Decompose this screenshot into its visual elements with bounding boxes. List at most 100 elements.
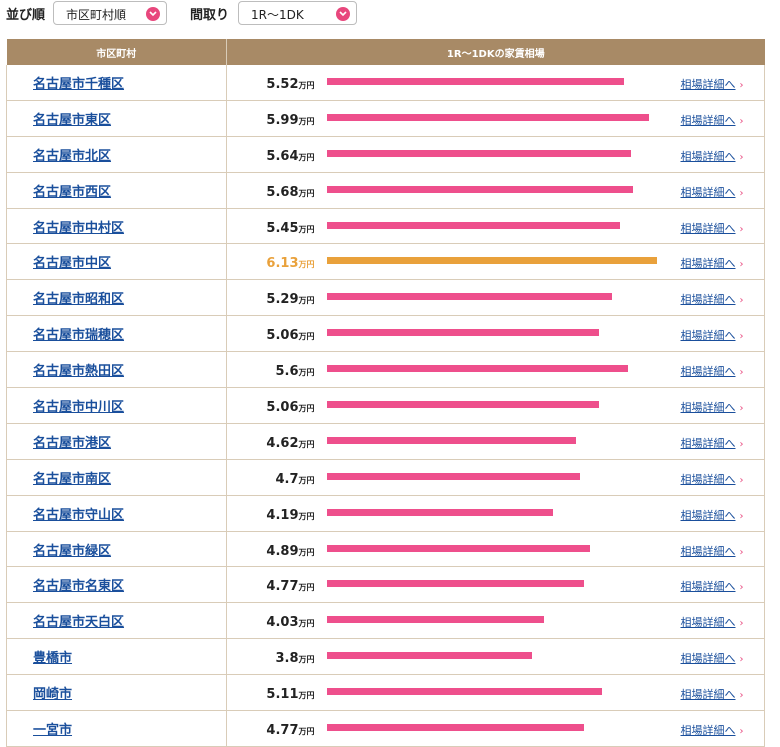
rent-bar-cell bbox=[326, 65, 669, 101]
detail-link[interactable]: 相場詳細へ bbox=[680, 77, 736, 91]
city-link[interactable]: 名古屋市瑞穂区 bbox=[33, 328, 125, 344]
chevron-right-icon: › bbox=[739, 295, 744, 307]
rent-unit: 万円 bbox=[298, 260, 315, 270]
city-link[interactable]: 名古屋市緑区 bbox=[33, 543, 112, 559]
rent-bar-cell bbox=[326, 243, 669, 281]
detail-cell: 相場詳細へ › bbox=[668, 495, 766, 532]
rent-bar-cell bbox=[326, 279, 669, 317]
city-link[interactable]: 名古屋市名東区 bbox=[33, 579, 125, 595]
detail-link[interactable]: 相場詳細へ bbox=[680, 508, 736, 522]
detail-link[interactable]: 相場詳細へ bbox=[680, 652, 736, 666]
detail-link[interactable]: 相場詳細へ bbox=[680, 544, 736, 558]
detail-link[interactable]: 相場詳細へ bbox=[680, 257, 736, 271]
detail-link[interactable]: 相場詳細へ bbox=[680, 221, 736, 235]
detail-link[interactable]: 相場詳細へ bbox=[680, 149, 736, 163]
detail-link[interactable]: 相場詳細へ bbox=[680, 113, 736, 127]
rent-bar bbox=[326, 257, 657, 265]
detail-link[interactable]: 相場詳細へ bbox=[680, 185, 736, 199]
rent-value-cell: 4.89万円 bbox=[226, 531, 327, 568]
detail-cell: 相場詳細へ › bbox=[668, 208, 766, 245]
chevron-right-icon: › bbox=[739, 546, 744, 558]
detail-cell: 相場詳細へ › bbox=[668, 243, 766, 281]
city-cell: 一宮市 bbox=[6, 710, 227, 747]
rent-unit: 万円 bbox=[298, 296, 315, 306]
rent-unit: 万円 bbox=[298, 726, 315, 736]
table-row: 名古屋市熱田区 5.6万円 相場詳細へ › bbox=[6, 351, 766, 389]
detail-link[interactable]: 相場詳細へ bbox=[680, 723, 736, 737]
city-cell: 名古屋市中川区 bbox=[6, 387, 227, 424]
table-row: 名古屋市中区 6.13万円 相場詳細へ › bbox=[6, 243, 766, 281]
city-link[interactable]: 名古屋市東区 bbox=[33, 112, 112, 128]
rent-value-cell: 5.06万円 bbox=[226, 387, 327, 424]
column-header-rent: 1R〜1DKの家賃相場 bbox=[226, 39, 765, 65]
rent-table: 市区町村 1R〜1DKの家賃相場 名古屋市千種区 5.52万円 相場詳細へ › 名古屋市… bbox=[6, 39, 766, 747]
table-body: 名古屋市千種区 5.52万円 相場詳細へ › 名古屋市東区 5.99万円 相場詳細へ › 名古屋… bbox=[6, 65, 766, 747]
city-link[interactable]: 名古屋市西区 bbox=[33, 184, 112, 200]
detail-link[interactable]: 相場詳細へ bbox=[680, 688, 736, 702]
city-link[interactable]: 名古屋市守山区 bbox=[33, 507, 125, 523]
rent-unit: 万円 bbox=[298, 332, 315, 342]
city-link[interactable]: 豊橋市 bbox=[33, 651, 73, 667]
city-link[interactable]: 一宮市 bbox=[33, 722, 73, 738]
rent-value-cell: 4.77万円 bbox=[226, 710, 327, 747]
city-cell: 豊橋市 bbox=[6, 638, 227, 676]
table-row: 名古屋市港区 4.62万円 相場詳細へ › bbox=[6, 423, 766, 460]
sort-select[interactable]: 市区町村順 bbox=[53, 1, 167, 25]
rent-value-cell: 5.99万円 bbox=[226, 100, 327, 137]
city-cell: 名古屋市昭和区 bbox=[6, 279, 227, 317]
city-link[interactable]: 名古屋市中川区 bbox=[33, 399, 125, 415]
table-row: 岡崎市 5.11万円 相場詳細へ › bbox=[6, 674, 766, 712]
city-link[interactable]: 名古屋市中村区 bbox=[33, 220, 125, 236]
rent-unit: 万円 bbox=[298, 224, 315, 234]
city-link[interactable]: 名古屋市港区 bbox=[33, 435, 112, 451]
table-row: 名古屋市中村区 5.45万円 相場詳細へ › bbox=[6, 208, 766, 245]
detail-cell: 相場詳細へ › bbox=[668, 315, 766, 353]
city-link[interactable]: 名古屋市千種区 bbox=[33, 76, 125, 92]
rent-value: 4.62 bbox=[266, 435, 299, 451]
city-cell: 名古屋市東区 bbox=[6, 100, 227, 137]
rent-bar-cell bbox=[326, 459, 669, 496]
detail-link[interactable]: 相場詳細へ bbox=[680, 580, 736, 594]
rent-unit: 万円 bbox=[298, 547, 315, 557]
detail-link[interactable]: 相場詳細へ bbox=[680, 436, 736, 450]
detail-cell: 相場詳細へ › bbox=[668, 423, 766, 460]
table-row: 名古屋市天白区 4.03万円 相場詳細へ › bbox=[6, 602, 766, 640]
detail-cell: 相場詳細へ › bbox=[668, 459, 766, 496]
detail-link[interactable]: 相場詳細へ bbox=[680, 616, 736, 630]
city-link[interactable]: 岡崎市 bbox=[33, 687, 73, 703]
rent-value: 4.77 bbox=[266, 579, 299, 595]
detail-link[interactable]: 相場詳細へ bbox=[680, 293, 736, 307]
rent-bar bbox=[326, 185, 633, 193]
table-row: 名古屋市西区 5.68万円 相場詳細へ › bbox=[6, 172, 766, 209]
detail-link[interactable]: 相場詳細へ bbox=[680, 365, 736, 379]
rent-value: 4.77 bbox=[266, 722, 299, 738]
table-row: 豊橋市 3.8万円 相場詳細へ › bbox=[6, 638, 766, 676]
city-link[interactable]: 名古屋市昭和区 bbox=[33, 292, 125, 308]
city-link[interactable]: 名古屋市中区 bbox=[33, 256, 112, 272]
chevron-right-icon: › bbox=[739, 151, 744, 163]
rent-value-cell: 5.29万円 bbox=[226, 279, 327, 317]
detail-cell: 相場詳細へ › bbox=[668, 100, 766, 137]
detail-cell: 相場詳細へ › bbox=[668, 566, 766, 604]
rent-value-cell: 5.45万円 bbox=[226, 208, 327, 245]
city-link[interactable]: 名古屋市天白区 bbox=[33, 615, 125, 631]
city-cell: 名古屋市千種区 bbox=[6, 65, 227, 101]
floorplan-select[interactable]: 1R〜1DK bbox=[238, 1, 357, 25]
chevron-right-icon: › bbox=[739, 331, 744, 343]
city-cell: 名古屋市瑞穂区 bbox=[6, 315, 227, 353]
city-link[interactable]: 名古屋市北区 bbox=[33, 148, 112, 164]
city-link[interactable]: 名古屋市熱田区 bbox=[33, 364, 125, 380]
table-row: 名古屋市中川区 5.06万円 相場詳細へ › bbox=[6, 387, 766, 424]
detail-link[interactable]: 相場詳細へ bbox=[680, 472, 736, 486]
city-cell: 名古屋市北区 bbox=[6, 136, 227, 173]
rent-bar-cell bbox=[326, 315, 669, 353]
rent-value-cell: 4.77万円 bbox=[226, 566, 327, 604]
rent-bar bbox=[326, 652, 532, 660]
detail-link[interactable]: 相場詳細へ bbox=[680, 400, 736, 414]
chevron-right-icon: › bbox=[739, 510, 744, 522]
city-link[interactable]: 名古屋市南区 bbox=[33, 471, 112, 487]
rent-bar bbox=[326, 293, 612, 301]
rent-value: 5.99 bbox=[266, 112, 299, 128]
city-cell: 名古屋市天白区 bbox=[6, 602, 227, 640]
detail-link[interactable]: 相場詳細へ bbox=[680, 329, 736, 343]
